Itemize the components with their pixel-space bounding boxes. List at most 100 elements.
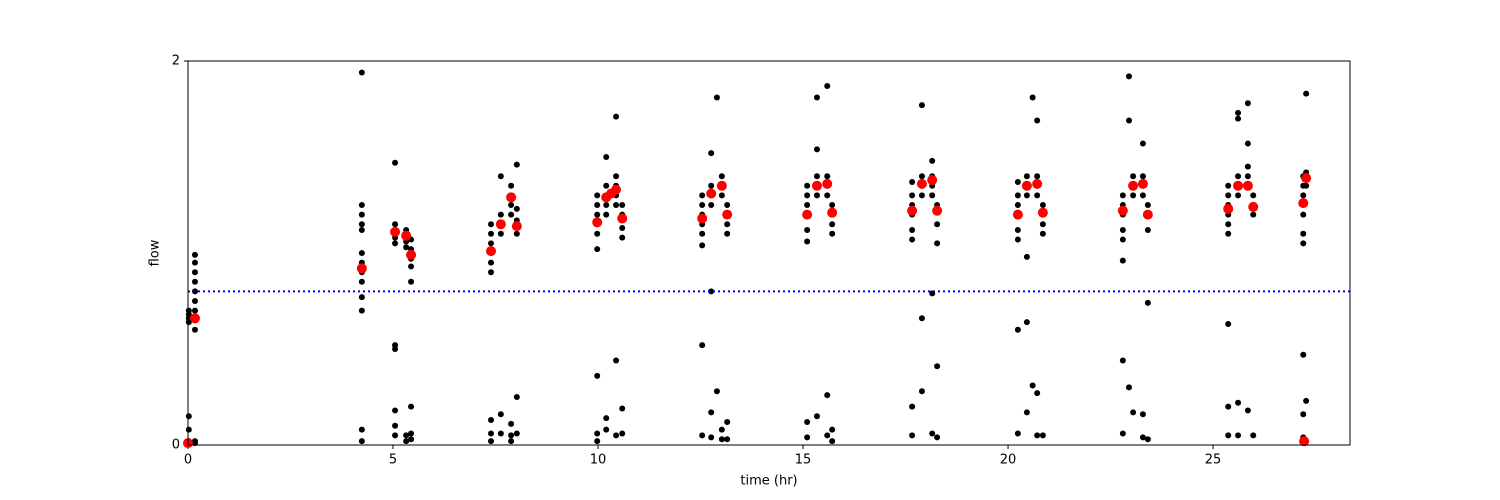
- data-point: [1130, 192, 1137, 199]
- data-point: [1225, 221, 1232, 228]
- data-point: [697, 213, 708, 224]
- data-point: [508, 432, 515, 439]
- data-point: [1125, 117, 1132, 124]
- data-point: [358, 211, 365, 218]
- data-point: [1300, 351, 1307, 358]
- data-point: [511, 221, 522, 232]
- data-point: [699, 230, 706, 237]
- data-point: [804, 434, 811, 441]
- data-point: [813, 94, 820, 101]
- data-point: [358, 426, 365, 433]
- data-point: [358, 294, 365, 301]
- data-point: [722, 209, 733, 220]
- data-point: [403, 244, 410, 251]
- plot-frame: [187, 60, 1351, 446]
- data-point: [1119, 257, 1126, 264]
- data-point: [699, 432, 706, 439]
- data-point: [513, 205, 520, 212]
- data-point: [603, 182, 610, 189]
- data-point: [1023, 253, 1030, 260]
- data-point: [934, 221, 941, 228]
- data-point: [191, 298, 198, 304]
- data-point: [1223, 203, 1234, 214]
- data-point: [909, 226, 916, 233]
- data-point: [1144, 226, 1151, 233]
- data-point: [356, 263, 367, 274]
- data-point: [488, 269, 495, 276]
- data-point: [1225, 432, 1232, 439]
- data-point: [1225, 230, 1232, 237]
- data-point: [1301, 173, 1312, 184]
- data-point: [1117, 205, 1128, 216]
- data-point: [718, 192, 725, 199]
- data-point: [497, 230, 504, 237]
- data-point: [613, 202, 620, 208]
- data-point: [392, 159, 399, 166]
- data-point: [706, 188, 717, 199]
- data-point: [497, 211, 504, 218]
- data-point: [1034, 192, 1041, 199]
- data-point: [1299, 436, 1310, 447]
- data-point: [1032, 178, 1043, 189]
- data-point: [813, 413, 820, 420]
- data-point: [508, 438, 515, 445]
- data-point: [603, 202, 610, 208]
- data-point: [1014, 236, 1021, 243]
- data-point: [918, 173, 925, 180]
- x-tick-label: 0: [184, 453, 192, 468]
- data-point: [827, 207, 838, 218]
- data-point: [1303, 90, 1310, 97]
- data-point: [1130, 409, 1137, 416]
- data-point: [613, 357, 620, 364]
- data-point: [1225, 182, 1232, 189]
- data-point: [1130, 173, 1137, 180]
- y-axis-label: flow: [148, 239, 163, 266]
- data-point: [617, 213, 628, 224]
- data-point: [1235, 192, 1242, 199]
- data-point: [594, 192, 601, 199]
- data-point: [185, 307, 192, 314]
- data-point: [497, 173, 504, 180]
- data-point: [932, 205, 943, 216]
- data-point: [594, 230, 601, 237]
- data-point: [909, 236, 916, 243]
- data-point: [358, 307, 365, 314]
- data-point: [1034, 117, 1041, 124]
- data-point: [191, 326, 198, 333]
- data-point: [813, 146, 820, 153]
- data-point: [1014, 226, 1021, 233]
- data-point: [916, 178, 927, 189]
- data-point: [813, 192, 820, 199]
- data-point: [358, 69, 365, 76]
- data-point: [934, 240, 941, 247]
- data-point: [613, 432, 620, 439]
- data-point: [909, 432, 916, 439]
- data-point: [918, 315, 925, 322]
- data-point: [1119, 226, 1126, 233]
- data-point: [1023, 409, 1030, 416]
- data-point: [390, 226, 401, 237]
- data-point: [1139, 192, 1146, 199]
- data-point: [191, 251, 198, 258]
- data-point: [708, 150, 715, 157]
- data-point: [594, 372, 601, 379]
- data-point: [822, 178, 833, 189]
- data-point: [909, 403, 916, 410]
- data-point: [401, 230, 412, 241]
- data-point: [1235, 109, 1242, 116]
- data-point: [934, 363, 941, 370]
- data-point: [1119, 430, 1126, 437]
- data-point: [1021, 180, 1032, 191]
- data-point: [488, 438, 495, 445]
- data-point: [1014, 202, 1021, 208]
- data-point: [1225, 321, 1232, 328]
- x-tick-label: 25: [1205, 453, 1222, 468]
- data-point: [358, 221, 365, 228]
- data-point: [488, 430, 495, 437]
- data-point: [1250, 432, 1257, 439]
- data-point: [1037, 207, 1048, 218]
- data-point: [513, 394, 520, 400]
- data-point: [191, 278, 198, 285]
- data-point: [1125, 73, 1132, 80]
- data-point: [909, 192, 916, 199]
